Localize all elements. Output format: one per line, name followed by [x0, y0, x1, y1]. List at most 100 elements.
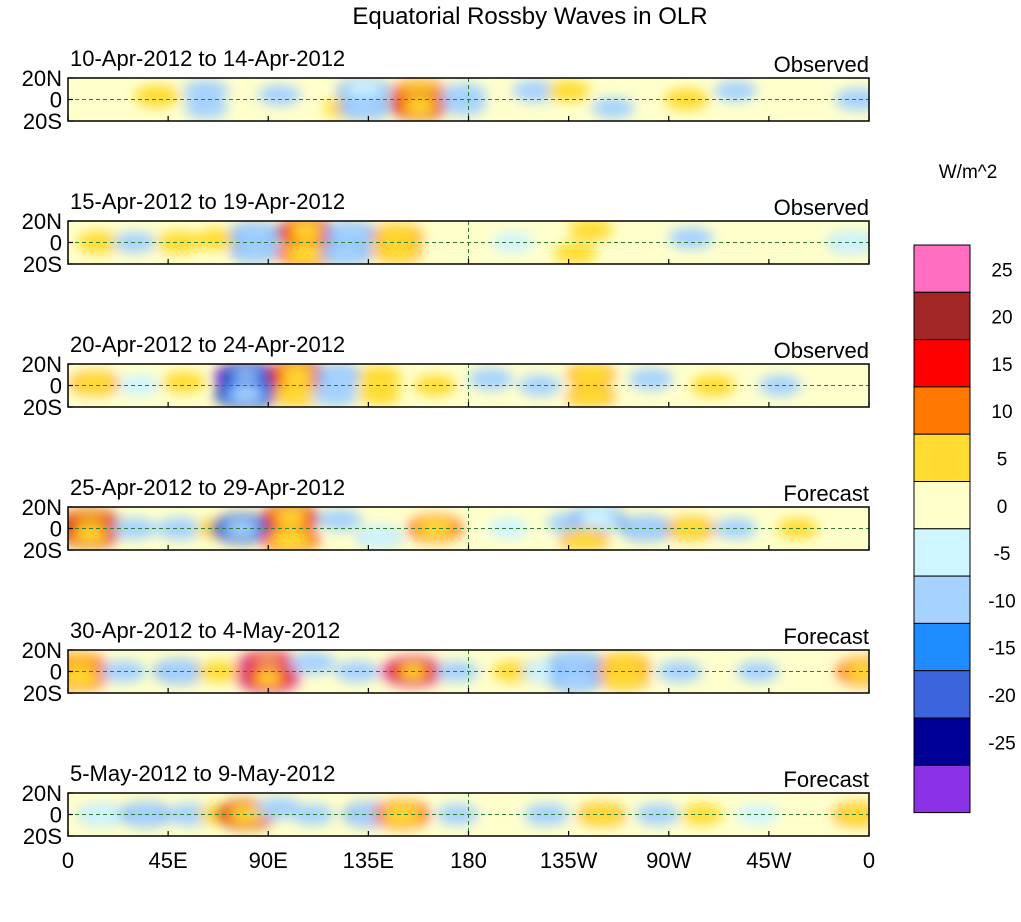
- x-tick-label: 45E: [149, 848, 188, 873]
- panel-kind: Observed: [774, 52, 869, 77]
- colorbar-label: 20: [991, 308, 1012, 329]
- x-tick-label: 90E: [249, 848, 288, 873]
- anomaly-1-contour-2: [74, 373, 116, 394]
- colorbar-label: -25: [988, 733, 1015, 754]
- y-tick-label: 20N: [22, 638, 62, 663]
- anomaly-3-contour-1: [184, 97, 228, 119]
- x-tick-label: 90W: [646, 848, 691, 873]
- colorbar-swatch: [913, 386, 971, 435]
- anomaly-14-contour-1: [512, 79, 559, 103]
- anomaly-1-contour-2: [81, 804, 122, 825]
- anomaly-14-contour-1: [680, 804, 724, 825]
- anomaly-7-contour-4: [275, 509, 306, 526]
- anomaly-9-contour-2: [343, 97, 385, 119]
- y-tick-label: 20N: [22, 781, 62, 806]
- panel-date-range: 10-Apr-2012 to 14-Apr-2012: [70, 46, 345, 71]
- colorbar-swatch: [913, 575, 971, 624]
- anomaly-blobs: [68, 507, 819, 550]
- anomaly-8-contour-3: [346, 81, 382, 101]
- colorbar-label: 5: [997, 450, 1008, 471]
- colorbar-label: 25: [991, 260, 1012, 281]
- y-tick-label: 20S: [23, 538, 62, 563]
- colorbar-swatch: [913, 528, 971, 577]
- anomaly-4-contour-1: [156, 517, 203, 540]
- panel-kind: Observed: [774, 195, 869, 220]
- anomaly-3-contour-1: [101, 660, 147, 683]
- anomaly-3-contour-1: [156, 231, 203, 254]
- anomaly-7-contour-5: [256, 671, 281, 685]
- colorbar-swatch: [913, 291, 971, 341]
- anomaly-9-contour-1: [317, 508, 362, 531]
- anomaly-6-contour-4: [225, 519, 258, 538]
- panel-kind: Forecast: [783, 624, 869, 649]
- y-tick-label: 0: [50, 231, 62, 256]
- anomaly-8-contour-1: [289, 651, 336, 675]
- colorbar-label: -10: [988, 591, 1015, 612]
- anomaly-13-contour-1: [442, 94, 486, 116]
- x-tick-label: 45W: [746, 848, 791, 873]
- colorbar-swatch: [913, 244, 971, 293]
- colorbar-swatch: [913, 622, 971, 672]
- y-tick-label: 0: [50, 374, 62, 399]
- x-axis: 0 45E 90E 135E 180 135W 90W 45W 0: [62, 848, 875, 873]
- anomaly-7-contour-1: [291, 804, 335, 825]
- anomaly-16-contour-2: [624, 517, 669, 540]
- anomaly-11-contour-1: [357, 365, 402, 388]
- anomaly-6-contour-1: [256, 797, 302, 820]
- anomaly-17-contour-2: [571, 386, 611, 407]
- colorbar-label: 15: [991, 355, 1012, 376]
- y-tick-label: 20S: [23, 252, 62, 277]
- panel-kind: Forecast: [783, 481, 869, 506]
- anomaly-2-contour-4: [75, 525, 106, 542]
- anomaly-1-contour-1: [134, 85, 180, 108]
- anomaly-7-contour-4: [290, 223, 322, 240]
- anomaly-14-contour-2: [553, 652, 597, 674]
- panel-date-range: 30-Apr-2012 to 4-May-2012: [70, 618, 340, 643]
- y-tick-label: 20N: [22, 495, 62, 520]
- x-tick-label: 135E: [343, 848, 394, 873]
- anomaly-8-contour-2: [276, 383, 319, 405]
- panel-date-range: 5-May-2012 to 9-May-2012: [70, 761, 335, 786]
- panel-date-range: 20-Apr-2012 to 24-Apr-2012: [70, 332, 345, 357]
- anomaly-14-contour-1: [468, 368, 514, 391]
- anomaly-field: [68, 507, 869, 550]
- anomaly-20-contour-2: [831, 232, 869, 253]
- anomaly-3-contour-1: [161, 371, 206, 394]
- anomaly-15-contour-2: [564, 529, 604, 550]
- panel-date-range: 15-Apr-2012 to 19-Apr-2012: [70, 189, 345, 214]
- anomaly-5-contour-1: [197, 660, 242, 683]
- anomaly-10-contour-2: [325, 242, 367, 264]
- anomaly-15-contour-1: [568, 221, 614, 241]
- anomaly-4-contour-2: [158, 661, 200, 682]
- chart-title: Equatorial Rossby Waves in OLR: [352, 3, 707, 30]
- colorbar-label: -15: [988, 639, 1015, 660]
- anomaly-20-contour-1: [834, 88, 869, 111]
- anomaly-9-contour-2: [328, 223, 373, 245]
- anomaly-4-contour-1: [195, 228, 239, 251]
- anomaly-18-contour-1: [714, 80, 757, 102]
- anomaly-15-contour-2: [554, 669, 597, 691]
- anomaly-blobs: [76, 221, 869, 264]
- anomaly-16-contour-1: [591, 97, 635, 119]
- y-tick-label: 20S: [23, 681, 62, 706]
- y-tick-label: 20N: [22, 66, 62, 91]
- anomaly-16-contour-2: [837, 804, 869, 825]
- y-tick-label: 0: [50, 517, 62, 542]
- x-tick-label: 0: [62, 848, 74, 873]
- anomaly-field: [68, 650, 869, 693]
- anomaly-15-contour-1: [546, 80, 591, 102]
- colorbar-swatch: [913, 764, 971, 814]
- colorbar-swatch: [913, 717, 971, 766]
- anomaly-6-contour-4: [229, 385, 263, 403]
- anomaly-blobs: [134, 78, 869, 121]
- y-tick-label: 0: [50, 660, 62, 685]
- anomaly-5-contour-2: [234, 223, 276, 245]
- anomaly-5-contour-1: [258, 84, 301, 106]
- colorbar-units: W/m^2: [939, 162, 998, 183]
- anomaly-11-contour-4: [404, 97, 435, 115]
- anomaly-20-contour-3: [845, 661, 869, 682]
